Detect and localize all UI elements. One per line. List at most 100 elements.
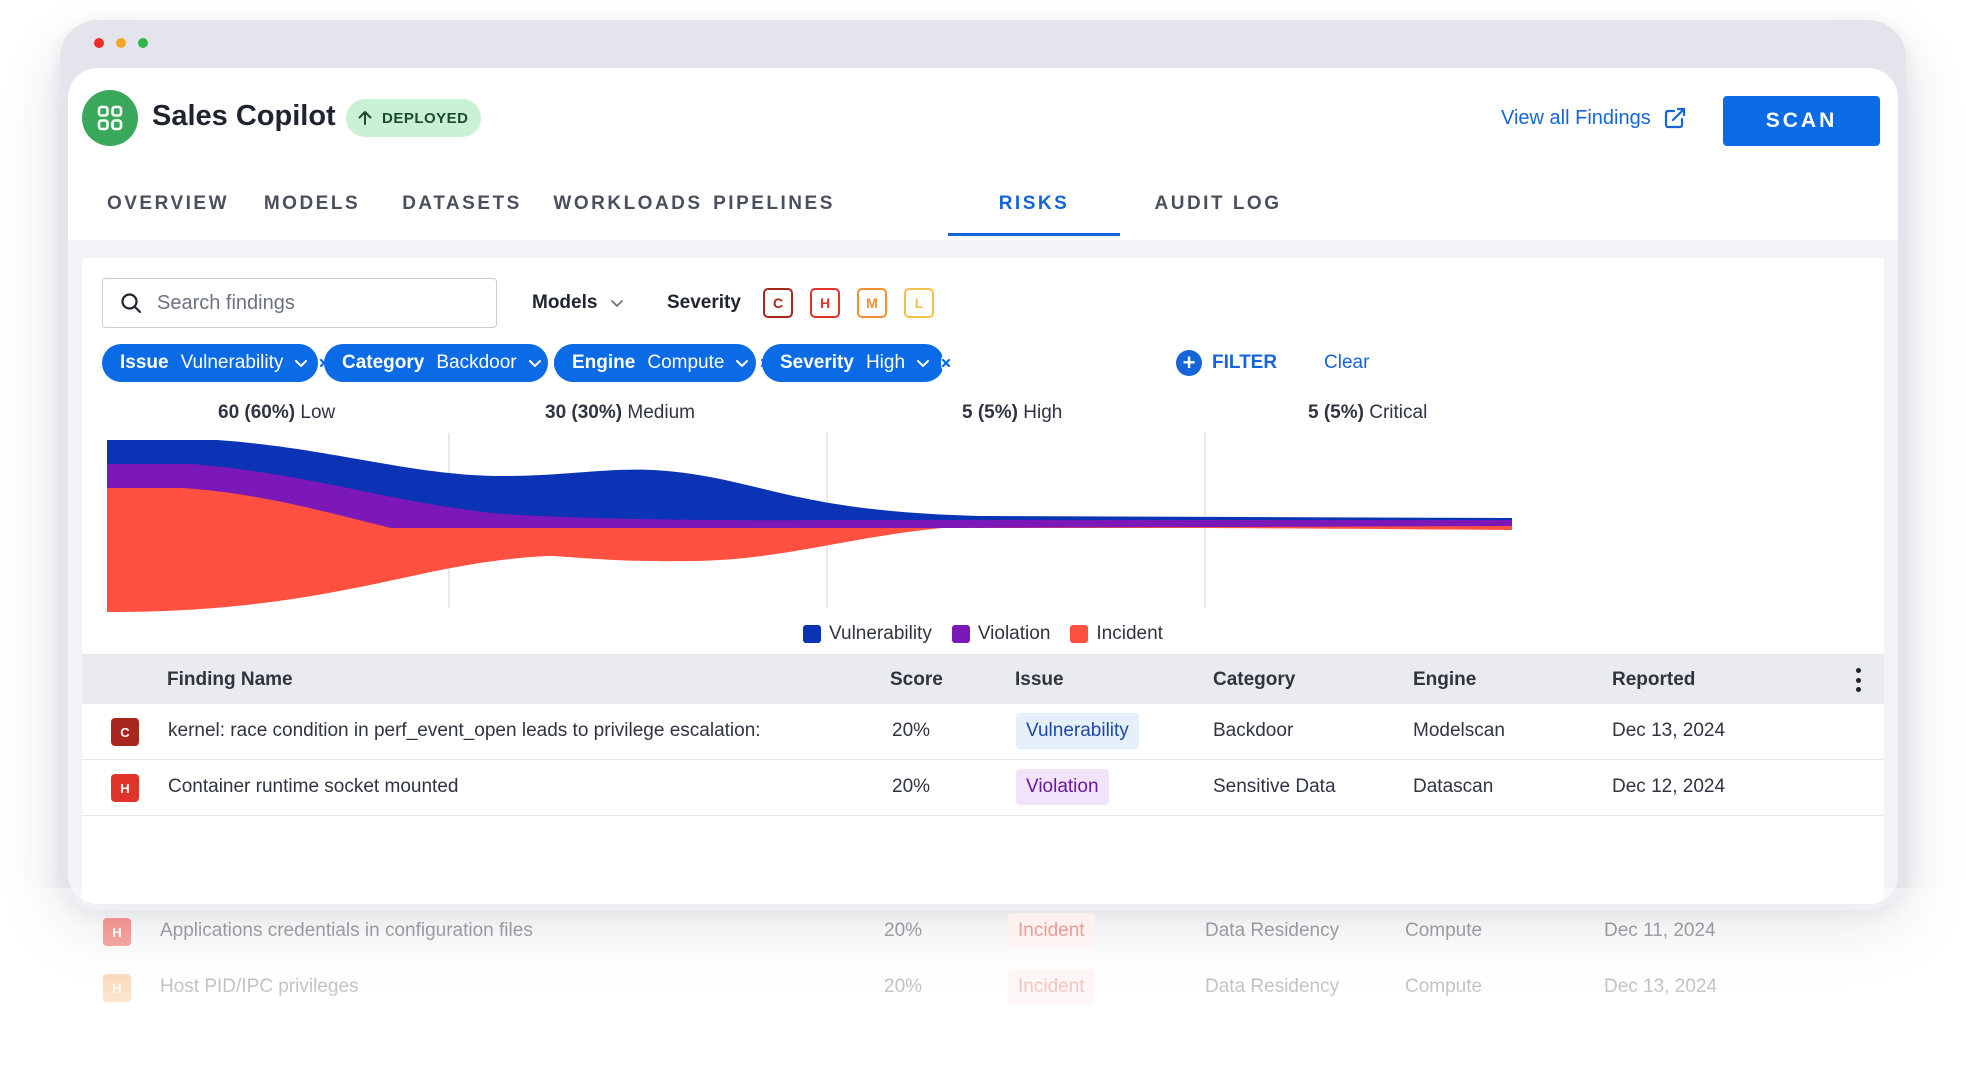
add-filter-label: FILTER bbox=[1212, 352, 1278, 373]
column-header-reported[interactable]: Reported bbox=[1612, 669, 1696, 690]
bucket-label-high: 5 (5%) High bbox=[962, 402, 1062, 424]
search-field[interactable] bbox=[102, 278, 497, 328]
chevron-down-icon[interactable] bbox=[293, 355, 309, 371]
tab-pipelines[interactable]: PIPELINES bbox=[713, 193, 835, 214]
external-link-icon bbox=[1664, 107, 1685, 129]
severity-chip: H bbox=[103, 974, 131, 1002]
finding-score: 20% bbox=[892, 776, 931, 797]
legend-item-violation[interactable]: Violation bbox=[951, 620, 1050, 648]
legend-item-incident[interactable]: Incident bbox=[1070, 620, 1163, 648]
issue-pill: Incident bbox=[1008, 969, 1095, 1005]
filter-chip-engine[interactable]: Engine Compute bbox=[554, 344, 771, 382]
legend-label: Vulnerability bbox=[829, 623, 932, 644]
minimize-dot[interactable] bbox=[116, 38, 126, 48]
search-input[interactable] bbox=[157, 291, 477, 315]
scan-button[interactable]: SCAN bbox=[1723, 96, 1880, 146]
chip-value: High bbox=[865, 352, 906, 373]
finding-name: Applications credentials in configuratio… bbox=[160, 920, 533, 941]
tab-risks[interactable]: RISKS bbox=[948, 182, 1120, 236]
column-header-issue[interactable]: Issue bbox=[1015, 669, 1064, 690]
violation-stream bbox=[107, 464, 1512, 528]
arrow-up-icon bbox=[358, 111, 372, 125]
column-header-finding-name[interactable]: Finding Name bbox=[167, 669, 293, 690]
finding-reported: Dec 12, 2024 bbox=[1612, 776, 1726, 797]
finding-category: Data Residency bbox=[1205, 920, 1340, 941]
table-row[interactable]: C kernel: race condition in perf_event_o… bbox=[82, 704, 1884, 760]
severity-chip: C bbox=[111, 718, 139, 746]
issue-pill: Incident bbox=[1008, 913, 1095, 949]
findings-table: Finding Name Score Issue Category Engine… bbox=[82, 654, 1884, 816]
more-options-icon[interactable] bbox=[1848, 666, 1868, 694]
chip-key: Engine bbox=[572, 352, 636, 373]
finding-name: kernel: race condition in perf_event_ope… bbox=[168, 720, 761, 741]
remove-chip-icon[interactable] bbox=[941, 352, 952, 374]
column-header-category[interactable]: Category bbox=[1213, 669, 1296, 690]
filter-chip-category[interactable]: Category Backdoor bbox=[324, 344, 563, 382]
plus-icon: + bbox=[1176, 350, 1202, 376]
tab-models[interactable]: MODELS bbox=[263, 193, 361, 214]
tab-workloads[interactable]: WORKLOADS bbox=[553, 193, 703, 214]
table-row[interactable]: H Host PID/IPC privileges 20% Incident D… bbox=[74, 960, 1876, 1016]
incident-stream-body bbox=[107, 488, 602, 612]
finding-score: 20% bbox=[884, 920, 923, 941]
app-title: Sales Copilot bbox=[152, 100, 336, 132]
tab-audit-log[interactable]: AUDIT LOG bbox=[1154, 193, 1282, 214]
table-header: Finding Name Score Issue Category Engine… bbox=[82, 654, 1884, 704]
severity-high-letter: H bbox=[819, 295, 831, 311]
finding-name: Host PID/IPC privileges bbox=[160, 976, 359, 997]
severity-flow-chart: 60 (60%) Low 30 (30%) Medium 5 (5%) High… bbox=[82, 388, 1884, 624]
bucket-name: Critical bbox=[1369, 402, 1428, 423]
bucket-count: 60 (60%) bbox=[218, 402, 296, 423]
clear-filters-link[interactable]: Clear bbox=[1324, 352, 1370, 373]
finding-category: Sensitive Data bbox=[1213, 776, 1336, 797]
bucket-label-medium: 30 (30%) Medium bbox=[545, 402, 695, 424]
finding-reported: Dec 13, 2024 bbox=[1604, 976, 1718, 997]
table-row[interactable]: H Applications credentials in configurat… bbox=[74, 904, 1876, 960]
column-header-engine[interactable]: Engine bbox=[1413, 669, 1477, 690]
window-controls bbox=[94, 38, 148, 48]
filter-chip-issue[interactable]: Issue Vulnerability bbox=[102, 344, 330, 382]
models-dropdown[interactable]: Models bbox=[532, 282, 625, 324]
legend-swatch bbox=[951, 625, 970, 643]
column-header-score[interactable]: Score bbox=[890, 669, 943, 690]
view-all-findings-link[interactable]: View all Findings bbox=[1501, 106, 1687, 130]
chevron-down-icon[interactable] bbox=[527, 355, 543, 371]
finding-reported: Dec 11, 2024 bbox=[1604, 920, 1716, 941]
vulnerability-stream bbox=[107, 440, 1512, 528]
issue-pill: Violation bbox=[1016, 769, 1109, 805]
faded-table-rows: H Applications credentials in configurat… bbox=[74, 904, 1876, 1064]
finding-name: Container runtime socket mounted bbox=[168, 776, 459, 797]
add-filter-button[interactable]: + FILTER bbox=[1176, 346, 1277, 380]
chip-value: Backdoor bbox=[436, 352, 517, 373]
chevron-down-icon[interactable] bbox=[915, 355, 931, 371]
chevron-down-icon[interactable] bbox=[734, 355, 750, 371]
finding-reported: Dec 13, 2024 bbox=[1612, 720, 1726, 741]
bucket-label-critical: 5 (5%) Critical bbox=[1308, 402, 1427, 424]
severity-medium-letter: M bbox=[866, 295, 878, 311]
tab-datasets[interactable]: DATASETS bbox=[402, 193, 522, 214]
severity-chip: H bbox=[111, 774, 139, 802]
legend-item-vulnerability[interactable]: Vulnerability bbox=[803, 620, 932, 648]
severity-high-toggle[interactable]: H bbox=[810, 288, 840, 318]
tab-overview[interactable]: OVERVIEW bbox=[106, 193, 230, 214]
finding-score: 20% bbox=[884, 976, 923, 997]
legend-swatch bbox=[803, 625, 822, 643]
severity-chip: H bbox=[103, 918, 131, 946]
severity-medium-toggle[interactable]: M bbox=[857, 288, 887, 318]
bucket-count: 5 (5%) bbox=[962, 402, 1018, 423]
table-row[interactable]: H Container runtime socket mounted 20% V… bbox=[82, 760, 1884, 816]
filter-chip-severity[interactable]: Severity High bbox=[762, 344, 952, 382]
search-icon bbox=[121, 293, 142, 314]
finding-engine: Datascan bbox=[1413, 776, 1494, 797]
status-badge-label: DEPLOYED bbox=[382, 109, 469, 127]
maximize-dot[interactable] bbox=[138, 38, 148, 48]
severity-low-toggle[interactable]: L bbox=[904, 288, 934, 318]
legend-swatch bbox=[1070, 625, 1089, 643]
close-dot[interactable] bbox=[94, 38, 104, 48]
legend-label: Incident bbox=[1096, 623, 1163, 644]
risks-panel: Models Severity C H M L Issue Vulnerabil… bbox=[82, 258, 1884, 904]
app-header: Sales Copilot DEPLOYED View all Findings… bbox=[68, 68, 1898, 168]
chip-value: Compute bbox=[647, 352, 725, 373]
app-panel: Sales Copilot DEPLOYED View all Findings… bbox=[68, 68, 1898, 904]
severity-critical-toggle[interactable]: C bbox=[763, 288, 793, 318]
